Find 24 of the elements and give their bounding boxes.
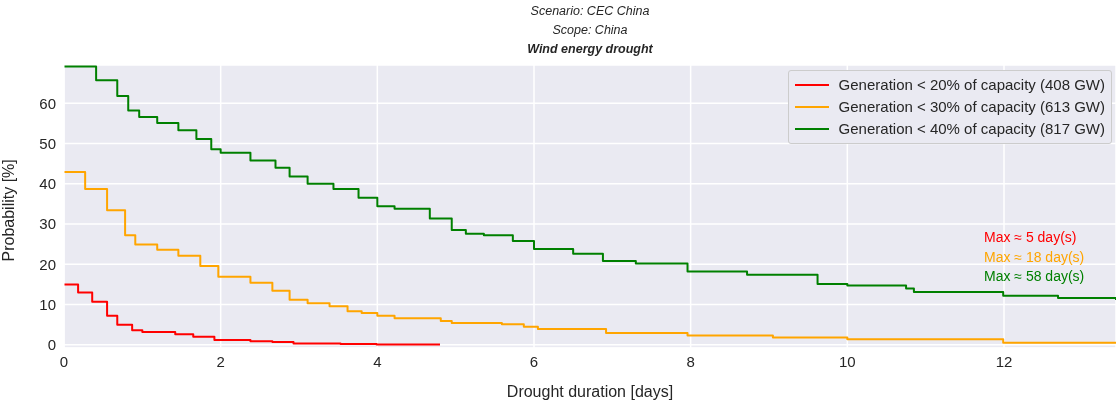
y-tick-label: 30 xyxy=(39,215,56,233)
x-tick-label: 2 xyxy=(216,352,225,370)
legend-label: Generation < 20% of capacity (408 GW) xyxy=(838,75,1105,95)
legend-label: Generation < 40% of capacity (817 GW) xyxy=(838,119,1105,139)
y-tick-label: 10 xyxy=(39,295,56,313)
chart-subtitle: Scenario: CEC China Scope: China xyxy=(529,3,651,39)
annotation: Max ≈ 58 day(s) xyxy=(984,267,1085,286)
y-tick-label: 20 xyxy=(39,255,56,273)
x-tick-label: 4 xyxy=(373,352,382,370)
legend-label: Generation < 30% of capacity (613 GW) xyxy=(838,97,1105,117)
chart-title: Wind energy drought xyxy=(526,41,654,58)
y-tick-label: 40 xyxy=(39,175,56,193)
annotation: Max ≈ 18 day(s) xyxy=(984,247,1085,267)
y-tick-label: 60 xyxy=(39,94,56,112)
y-tick-label: 50 xyxy=(39,134,56,152)
x-tick-label: 6 xyxy=(529,352,539,370)
x-axis-title: Drought duration [days] xyxy=(506,383,674,400)
y-axis-title: Probability [%] xyxy=(0,159,17,262)
x-tick-label: 10 xyxy=(838,352,856,370)
x-tick-label: 0 xyxy=(59,352,69,370)
annotation: Max ≈ 5 day(s) xyxy=(984,228,1078,247)
y-tick-label: 0 xyxy=(47,336,56,354)
x-tick-label: 8 xyxy=(686,352,695,370)
x-tick-label: 12 xyxy=(995,352,1013,370)
